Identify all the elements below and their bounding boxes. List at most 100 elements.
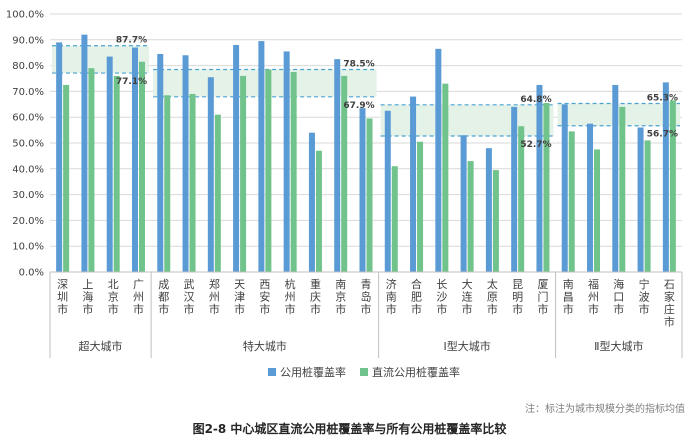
bar-public [662,82,669,273]
x-tick-label: 上海市 [82,278,93,316]
x-tick-label: 长沙市 [436,278,447,316]
y-tick-label: 100.0% [6,10,44,21]
y-tick-label: 40.0% [12,164,44,175]
average-label-dc: 67.9% [343,101,374,111]
bar-public [283,51,290,272]
bar-public [637,127,644,273]
bar-dc [417,141,424,272]
bar-dc [164,95,171,273]
y-tick-label: 50.0% [12,139,44,150]
x-tick-label: 南昌市 [563,278,574,316]
bar-public [485,148,492,272]
bar-public [258,41,265,273]
x-tick-label: 昆明市 [512,278,523,316]
bar-dc [214,114,221,273]
y-tick-label: 90.0% [12,35,44,46]
y-tick-label: 20.0% [12,216,44,227]
bar-public [460,135,467,272]
bar-dc [391,166,398,272]
group-label: Ⅰ型大城市 [443,339,490,353]
y-tick-label: 80.0% [12,61,44,72]
figure-caption: 图2-8 中心城区直流公用桩覆盖率与所有公用桩覆盖率比较 [192,422,507,436]
x-tick-label: 太原市 [487,278,498,316]
bar-public [536,84,543,272]
x-tick-label: 北京市 [108,278,119,316]
bar-public [131,47,138,272]
legend-swatch [360,368,368,376]
bar-dc [644,140,651,272]
bar-public [207,77,214,273]
bar-dc [492,170,499,272]
x-tick-label: 福州市 [588,277,599,316]
y-tick-label: 60.0% [12,113,44,124]
average-label-public: 64.8% [520,95,551,105]
average-band [557,103,680,126]
legend-label: 公用桩覆盖率 [280,365,346,379]
bar-dc [315,150,322,272]
bar-public [106,56,113,272]
bar-public [384,110,391,272]
group-label: Ⅱ型大城市 [594,339,643,353]
x-tick-label: 南京市 [335,278,346,316]
bar-dc [341,75,348,272]
group-label: 特大城市 [243,339,287,353]
average-label-dc: 56.7% [647,130,678,140]
bar-dc [543,103,550,272]
bar-dc [189,93,196,272]
bar-public [410,96,417,272]
x-tick-label: 宁波市 [639,277,650,316]
bar-dc [113,75,120,272]
x-tick-label: 深圳市 [57,278,68,316]
bar-public [612,84,619,272]
average-label-dc: 52.7% [520,140,551,150]
bar-public [561,104,568,272]
bar-dc [619,106,626,272]
bar-dc [366,118,373,273]
bar-dc [442,83,449,272]
bar-public [56,42,63,272]
x-tick-label: 济南市 [386,277,397,316]
x-tick-label: 厦门市 [537,278,548,316]
bar-public [435,48,442,272]
average-label-public: 87.7% [116,36,147,46]
y-tick-label: 0.0% [19,268,44,279]
bar-public [587,123,594,273]
chart-note: 注：标注为城市规模分类的指标均值 [525,404,685,415]
bar-public [359,108,366,272]
bar-public [334,59,341,273]
legend-swatch [268,368,276,376]
bar-dc [290,72,297,272]
x-tick-label: 郑州市 [209,277,220,316]
y-tick-label: 10.0% [12,242,44,253]
x-tick-label: 广州市 [133,278,144,316]
x-tick-label: 武汉市 [184,278,195,316]
bar-dc [467,161,474,272]
y-tick-label: 30.0% [12,190,44,201]
x-tick-label: 天津市 [234,278,245,316]
average-label-dc: 77.1% [116,77,147,87]
average-label-public: 65.3% [647,94,678,104]
x-tick-label: 青岛市 [361,278,372,316]
bar-dc [138,61,145,273]
bar-dc [568,131,575,272]
x-tick-label: 杭州市 [285,277,296,316]
x-tick-label: 重庆市 [310,277,321,316]
bar-public [511,106,518,272]
bar-dc [518,126,525,272]
group-label: 超大城市 [79,339,123,353]
bar-dc [88,68,95,273]
bar-public [157,53,164,272]
bar-public [81,34,88,272]
bar-public [233,44,240,273]
bar-public [182,55,189,272]
x-tick-label: 成都市 [158,278,169,316]
bar-public [308,132,315,272]
bar-dc [63,84,70,272]
x-tick-label: 海口市 [613,277,624,316]
y-tick-label: 70.0% [12,87,44,98]
x-tick-label: 西安市 [259,278,270,316]
bar-dc [265,69,272,272]
bar-dc [240,75,247,272]
bar-dc [594,149,601,272]
